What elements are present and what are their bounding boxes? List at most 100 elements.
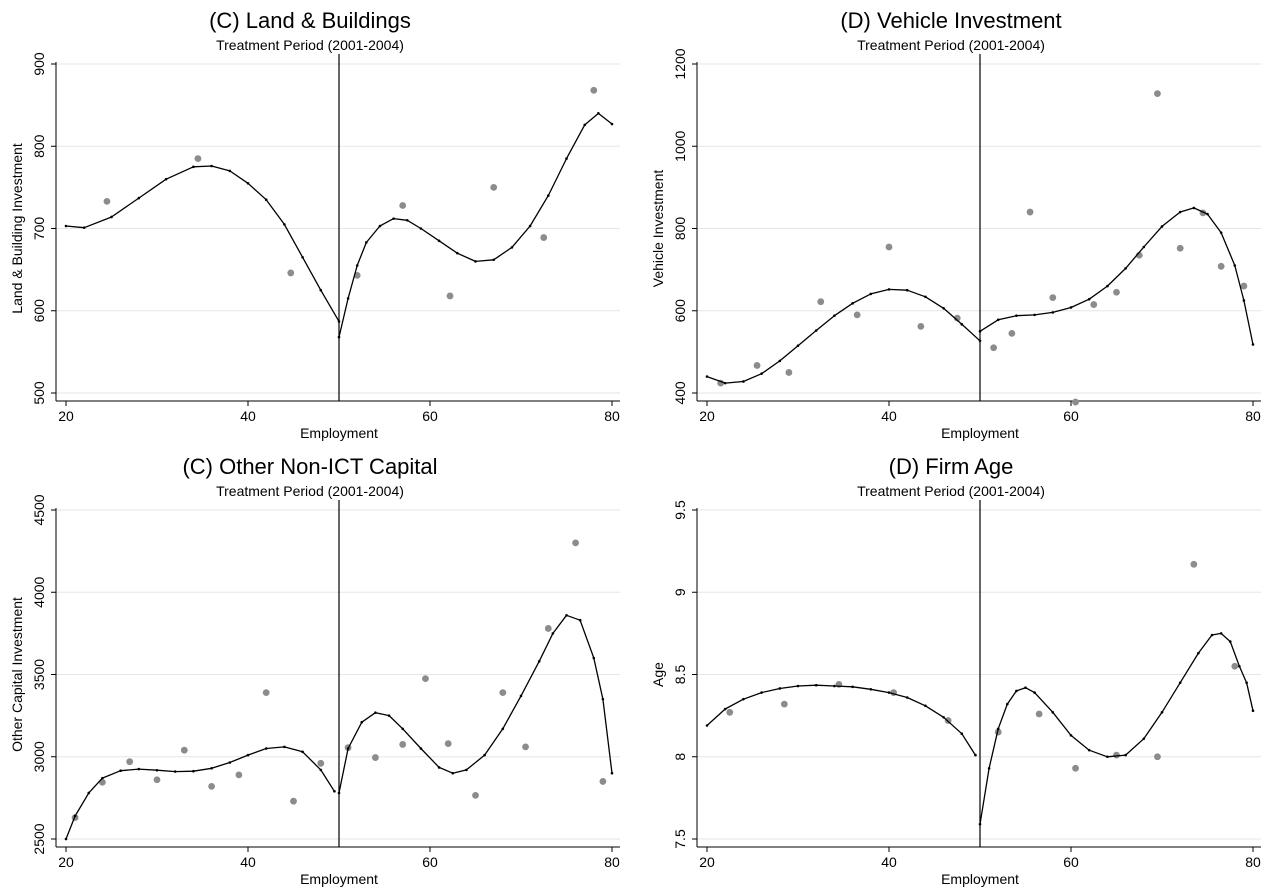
- fit-marker: [1124, 267, 1127, 270]
- scatter-point: [599, 778, 607, 785]
- fit-marker: [519, 694, 523, 698]
- scatter-point: [1072, 398, 1079, 406]
- scatter-point: [572, 539, 579, 547]
- chart-title: (D) Vehicle Investment: [840, 8, 1062, 33]
- fit-marker: [492, 258, 496, 262]
- fit-marker: [1242, 299, 1246, 302]
- fit-marker: [405, 218, 409, 222]
- chart-plot: 7.5 8 8.5 9 9.5 20 40 60 80 Employment Age: [650, 500, 1261, 887]
- chart-panel-firm-age: (D) Firm Age Treatment Period (2001-2004…: [641, 446, 1261, 892]
- scatter-point: [499, 689, 507, 696]
- scatter-point: [853, 311, 861, 319]
- y-tick-label: 4500: [31, 494, 47, 525]
- x-tick-label: 40: [881, 408, 897, 424]
- fit-marker: [960, 323, 964, 326]
- scatter-point: [1240, 282, 1248, 290]
- x-tick-label: 60: [1063, 408, 1079, 424]
- fit-marker: [578, 618, 582, 622]
- fit-marker: [528, 224, 532, 228]
- fit-marker: [705, 724, 709, 727]
- fit-marker: [1219, 231, 1223, 234]
- fit-marker: [1160, 225, 1164, 228]
- fit-marker: [228, 761, 232, 764]
- fit-marker: [796, 344, 800, 348]
- fit-marker: [978, 330, 982, 333]
- x-tick-label: 60: [422, 408, 438, 424]
- fit-marker: [264, 198, 268, 202]
- fit-marker: [723, 707, 727, 711]
- fit-marker: [996, 727, 1000, 731]
- fit-marker: [1192, 206, 1196, 210]
- x-tick-label: 20: [58, 408, 74, 424]
- fit-marker: [337, 320, 341, 323]
- fit-marker: [1024, 686, 1027, 689]
- scatter-point: [1154, 753, 1161, 761]
- scatter-point: [399, 202, 407, 209]
- scatter-point: [153, 776, 161, 784]
- fit-marker: [437, 766, 441, 769]
- x-tick-label: 40: [240, 408, 256, 424]
- fit-marker: [942, 715, 945, 719]
- y-tick-label: 600: [672, 299, 688, 323]
- x-tick-label: 80: [1245, 854, 1261, 870]
- scatter-point: [785, 369, 793, 376]
- fit-marker: [610, 122, 614, 126]
- fit-marker: [164, 177, 168, 181]
- fit-marker: [1033, 313, 1036, 317]
- scatter-point: [1113, 751, 1120, 759]
- fit-marker: [996, 318, 1000, 322]
- fit-marker: [333, 789, 336, 793]
- x-tick-label: 20: [699, 854, 715, 870]
- fit-marker: [905, 288, 909, 292]
- scatter-point: [235, 771, 243, 779]
- fit-marker: [283, 223, 286, 226]
- fit-marker: [869, 292, 873, 296]
- fit-marker: [869, 688, 873, 691]
- fit-marker: [1142, 737, 1146, 740]
- fit-marker: [987, 766, 991, 770]
- x-axis-label: Employment: [941, 871, 1019, 887]
- scatter-point: [208, 782, 216, 790]
- y-tick-label: 7.5: [672, 829, 688, 849]
- scatter-point: [917, 322, 925, 330]
- fit-marker: [246, 181, 250, 185]
- fit-marker: [1197, 651, 1200, 655]
- fit-marker: [601, 697, 605, 701]
- y-tick-label: 900: [31, 52, 47, 76]
- fit-marker: [210, 766, 213, 770]
- fit-marker: [723, 381, 727, 385]
- fit-marker: [1051, 711, 1055, 714]
- fit-marker: [192, 165, 195, 169]
- fit-marker: [392, 217, 395, 220]
- y-tick-label: 2500: [31, 823, 47, 854]
- x-axis-label: Employment: [300, 425, 378, 441]
- fit-marker: [924, 704, 927, 708]
- fit-marker: [583, 123, 586, 127]
- scatter-point: [422, 675, 429, 683]
- scatter-point: [372, 754, 379, 761]
- scatter-point: [1049, 294, 1057, 301]
- fit-marker: [851, 302, 854, 305]
- scatter-point: [290, 797, 297, 805]
- fit-marker: [537, 660, 541, 663]
- x-tick-label: 80: [1245, 408, 1261, 424]
- fit-marker: [1210, 633, 1214, 637]
- fit-marker: [1087, 748, 1091, 752]
- fit-marker: [346, 297, 350, 300]
- fit-marker: [1238, 664, 1241, 668]
- fit-marker: [346, 747, 350, 750]
- fit-marker: [1206, 212, 1209, 216]
- chart-panel-vehicle-investment: (D) Vehicle Investment Treatment Period …: [641, 0, 1261, 446]
- fit-marker: [465, 768, 468, 772]
- x-tick-label: 60: [422, 854, 438, 870]
- fit-marker: [833, 314, 836, 317]
- scatter-point: [522, 743, 529, 751]
- fit-marker: [887, 691, 891, 694]
- fit-marker: [119, 769, 122, 773]
- fit-marker: [1178, 210, 1182, 214]
- fit-marker: [1006, 702, 1009, 706]
- scatter-point: [446, 292, 454, 300]
- y-tick-label: 600: [31, 299, 47, 323]
- scatter-point: [1113, 288, 1120, 296]
- fit-marker: [137, 196, 141, 200]
